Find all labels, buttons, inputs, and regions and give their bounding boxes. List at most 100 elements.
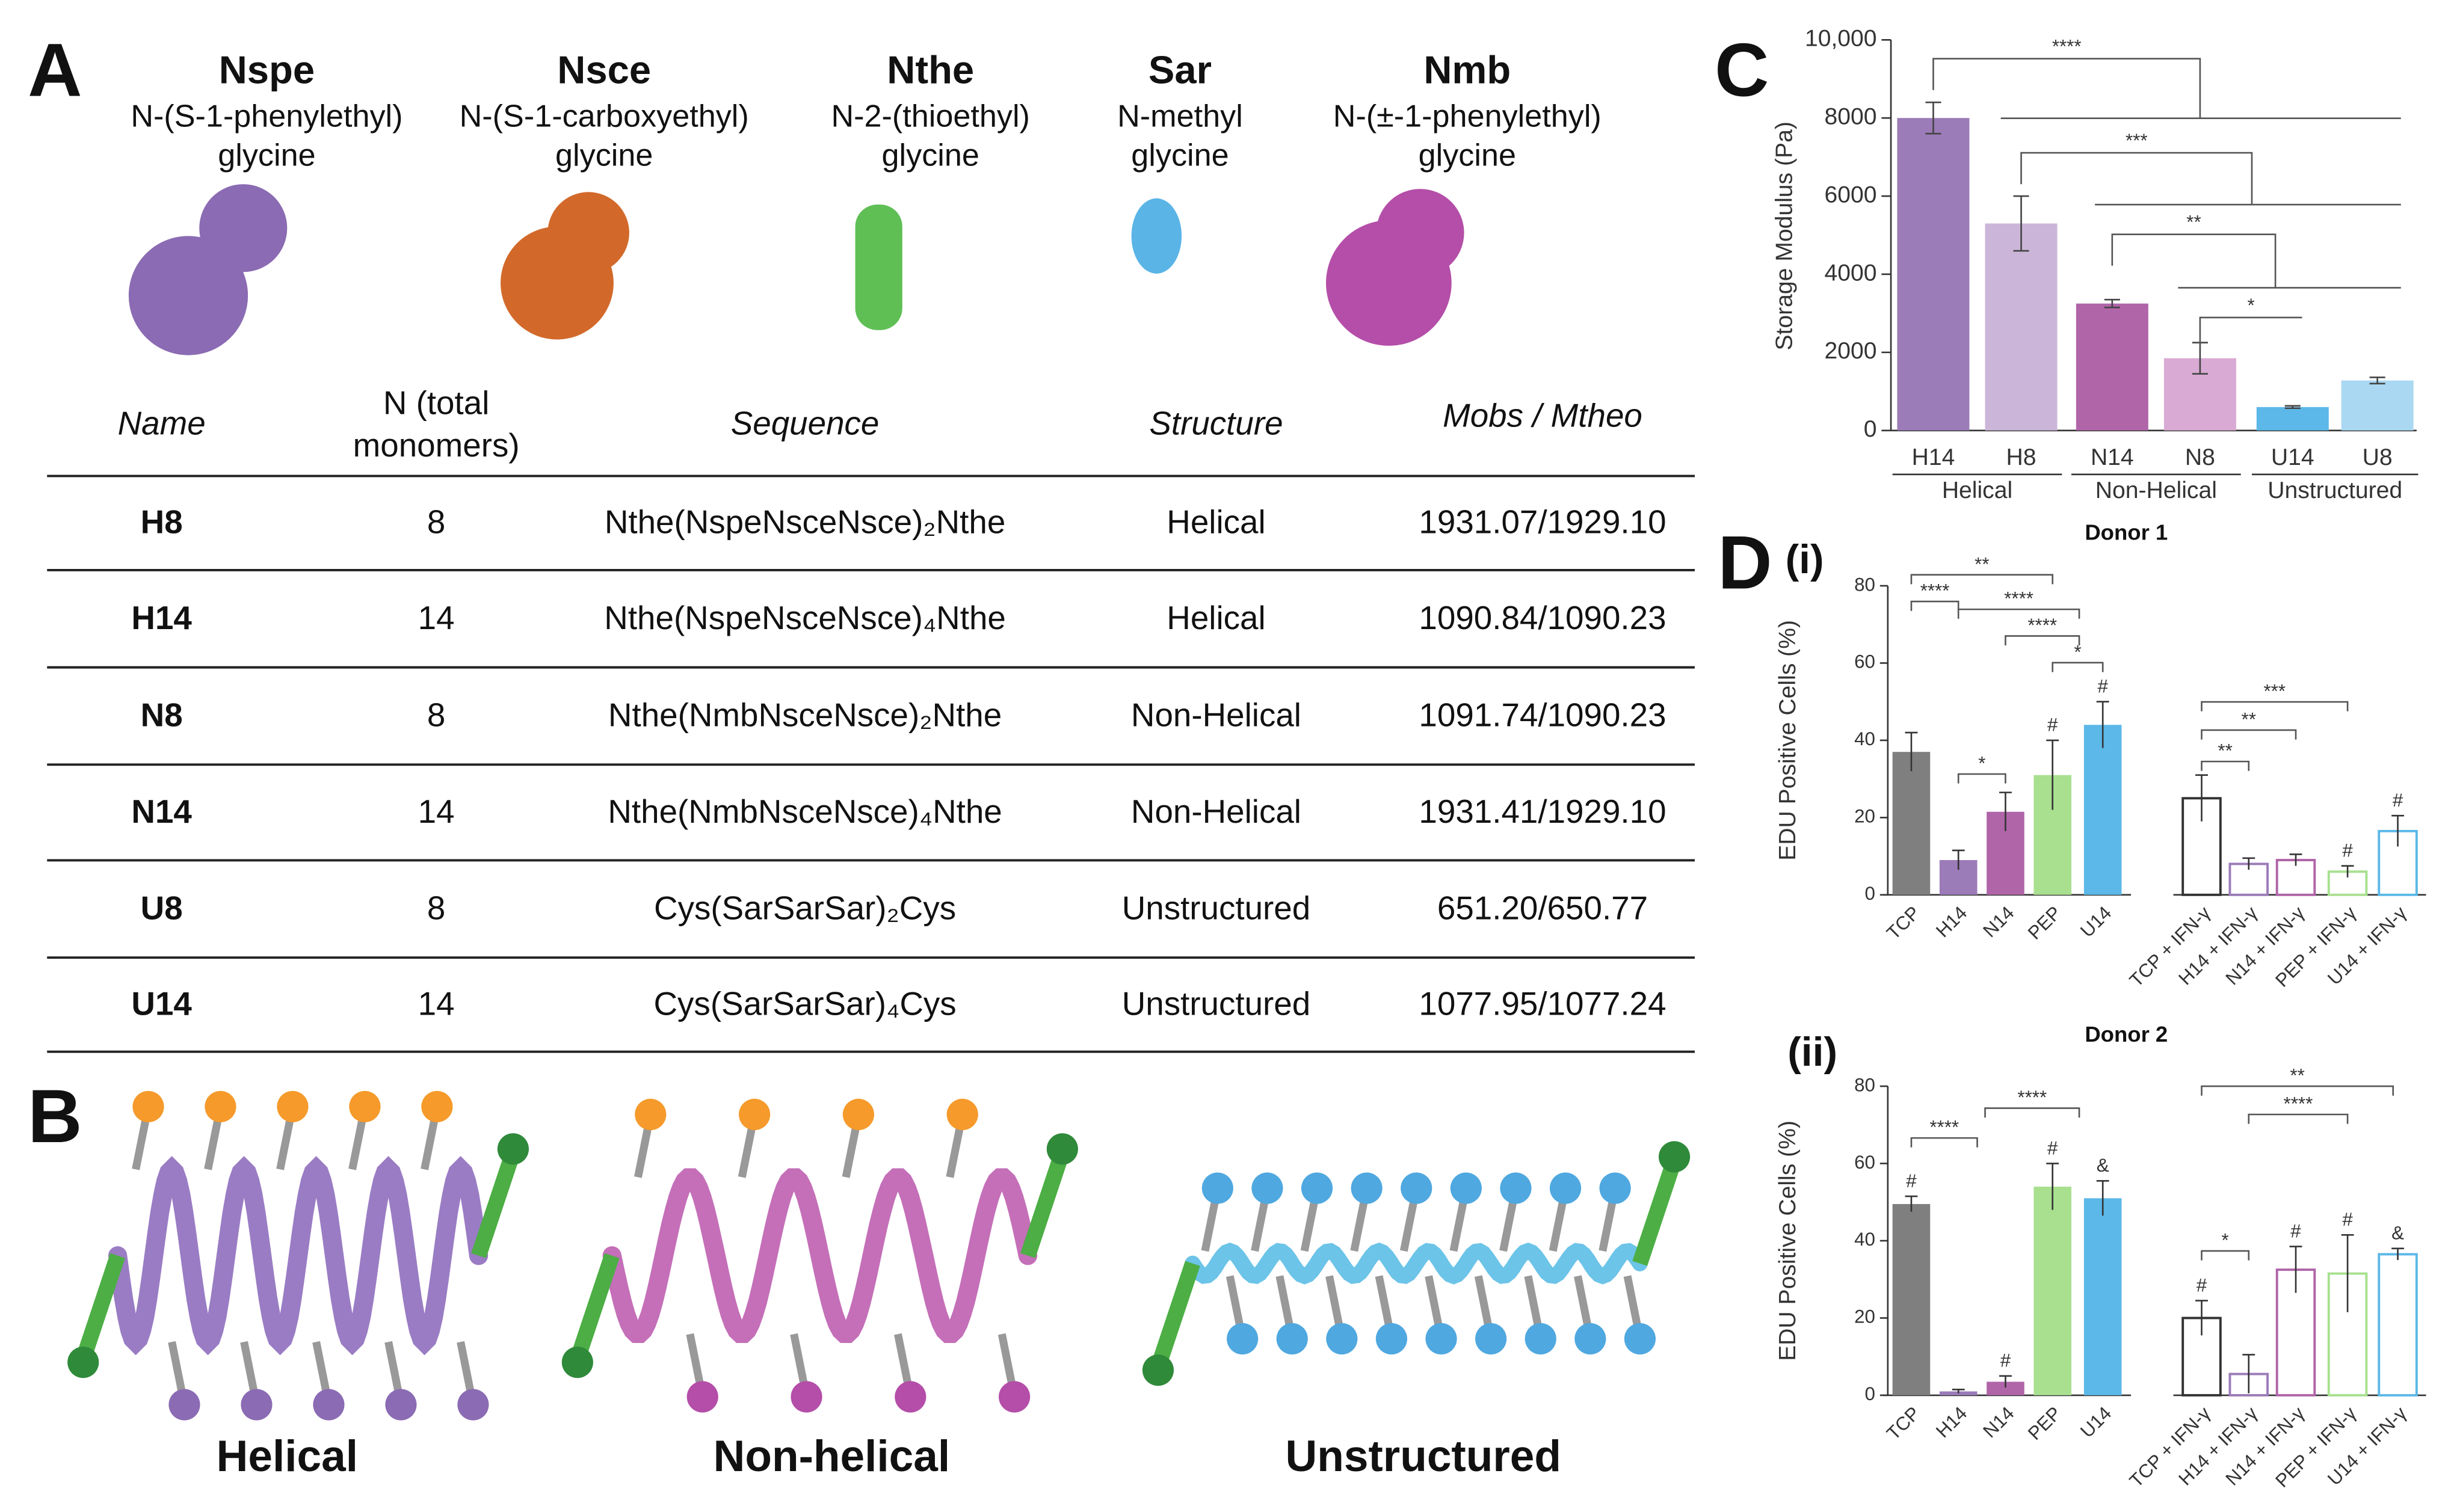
- significance-bracket: [2201, 729, 2297, 740]
- bar: [2341, 380, 2414, 431]
- side-ball: [739, 1098, 771, 1131]
- error-bar: [1999, 1375, 2012, 1388]
- side-ball: [1227, 1323, 1259, 1355]
- side-ball: [1251, 1172, 1283, 1204]
- significance-bracket: [1984, 1107, 2080, 1118]
- monomer-desc: glycine: [555, 138, 653, 173]
- significance-marker: #: [2000, 1350, 2011, 1371]
- significance-bracket: [1932, 58, 2401, 120]
- monomer-desc: N-2-(thioethyl): [831, 99, 1030, 134]
- side-ball: [686, 1381, 718, 1413]
- error-bar: [2391, 1247, 2404, 1261]
- table-cell: H14: [131, 599, 192, 636]
- table-cell: Nthe(NmbNsceNsce)₂Nthe: [608, 696, 1002, 734]
- significance-marker: #: [2197, 1274, 2207, 1295]
- significance-label: *: [2074, 641, 2081, 662]
- monomer-desc: N-methyl: [1117, 99, 1243, 134]
- significance-marker: #: [2393, 790, 2403, 811]
- significance-label: *: [2248, 295, 2255, 316]
- significance-marker: &: [2097, 1155, 2109, 1176]
- y-tick-label: 4000: [1825, 260, 1877, 286]
- error-bar: [2096, 701, 2109, 748]
- monomer-name: Nsce: [557, 48, 651, 91]
- side-ball: [241, 1389, 273, 1421]
- chart-title: Donor 1: [2085, 520, 2168, 545]
- backbone: [1185, 1242, 1648, 1285]
- side-ball: [1549, 1172, 1582, 1204]
- panel-label: D: [1718, 520, 1772, 604]
- x-tick-label: U14: [2076, 902, 2115, 941]
- x-tick-label: N14: [1979, 1403, 2018, 1442]
- side-ball: [1301, 1172, 1333, 1204]
- table-cell: 1091.74/1090.23: [1419, 696, 1666, 734]
- y-tick-label: 8000: [1825, 104, 1877, 130]
- error-bar: [2369, 376, 2385, 385]
- significance-bracket: [1957, 608, 2080, 619]
- end-ball: [497, 1133, 529, 1165]
- x-tick-label: U14: [2076, 1403, 2115, 1442]
- table-cell: H8: [141, 503, 183, 541]
- table-cell: 14: [418, 793, 455, 830]
- table-cell: 1077.95/1077.24: [1419, 985, 1666, 1022]
- bar: [2083, 1198, 2122, 1395]
- side-ball: [168, 1389, 200, 1421]
- monomer-blobs: [128, 184, 1464, 355]
- significance-marker: #: [2097, 675, 2108, 696]
- error-bar: [2104, 298, 2120, 309]
- table-cell: Nthe(NspeNsceNsce)₂Nthe: [605, 503, 1006, 541]
- significance-label: **: [2242, 709, 2256, 730]
- y-axis-label: Storage Modulus (Pa): [1772, 121, 1798, 350]
- table-cell: Unstructured: [1122, 985, 1311, 1022]
- significance-marker: &: [2391, 1223, 2404, 1244]
- side-ball: [457, 1389, 489, 1421]
- table-cell: Nthe(NspeNsceNsce)₄Nthe: [604, 599, 1006, 636]
- end-ball: [1046, 1133, 1078, 1165]
- monomer-desc: N-(S-1-phenylethyl): [131, 99, 402, 134]
- y-tick-label: 0: [1864, 416, 1877, 442]
- side-ball: [946, 1098, 978, 1131]
- significance-label: ****: [1929, 1117, 1959, 1138]
- table-header: Sequence: [731, 404, 880, 441]
- significance-bracket: [2052, 662, 2104, 672]
- end-ball: [561, 1347, 593, 1378]
- error-bar: [2242, 1354, 2255, 1394]
- structure-label: Non-helical: [714, 1432, 951, 1481]
- significance-marker: #: [1906, 1170, 1917, 1191]
- side-ball: [1351, 1172, 1383, 1204]
- backbone: [602, 1168, 1038, 1344]
- error-bar: [1952, 1388, 1965, 1394]
- end-ball: [1659, 1141, 1691, 1173]
- structure-label: Unstructured: [1286, 1432, 1561, 1481]
- y-tick-label: 6000: [1825, 182, 1877, 207]
- x-tick-label: U14: [2271, 444, 2314, 470]
- side-ball: [132, 1090, 164, 1123]
- group-label: Unstructured: [2268, 478, 2402, 503]
- side-ball: [1574, 1323, 1606, 1355]
- monomer-desc: glycine: [1131, 138, 1229, 173]
- significance-label: **: [2290, 1065, 2304, 1086]
- table-cell: 1931.07/1929.10: [1419, 503, 1666, 541]
- significance-bracket: [2248, 1113, 2349, 1124]
- table-cell: Nthe(NmbNsceNsce)₄Nthe: [608, 793, 1002, 830]
- side-ball: [1500, 1172, 1532, 1204]
- error-bar: [1905, 1195, 1918, 1212]
- y-tick-label: 10,000: [1805, 26, 1877, 52]
- bar: [2378, 829, 2418, 896]
- side-ball: [1276, 1323, 1308, 1355]
- table-cell: Helical: [1167, 503, 1265, 541]
- error-bar: [2289, 853, 2302, 866]
- monomer-desc: glycine: [882, 138, 979, 173]
- significance-label: ****: [2052, 36, 2082, 57]
- chart-title: Donor 2: [2085, 1022, 2168, 1046]
- backbone: [108, 1156, 489, 1356]
- table-cell: 8: [427, 696, 445, 734]
- significance-label: ****: [2004, 588, 2033, 609]
- panel-label: C: [1715, 28, 1769, 112]
- bar: [2083, 725, 2122, 895]
- table-cell: 14: [418, 599, 455, 636]
- table-cell: Non-Helical: [1131, 696, 1301, 734]
- end-cap: [79, 1253, 125, 1353]
- end-cap: [1020, 1159, 1067, 1258]
- panel-label: B: [28, 1074, 82, 1158]
- end-cap: [1153, 1261, 1200, 1360]
